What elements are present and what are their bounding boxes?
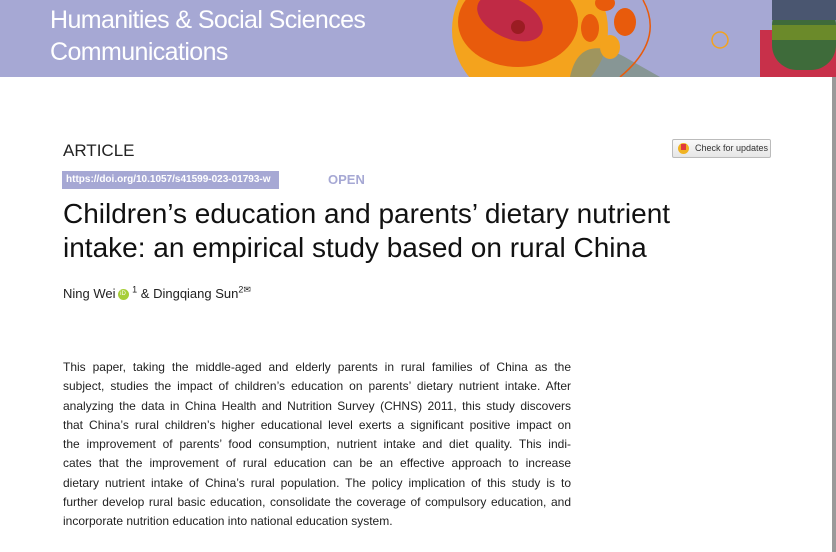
abstract-line: dietary nutrient intake of China’s rural… bbox=[63, 475, 571, 490]
abstract-line: This paper, taking the middle-aged and e… bbox=[63, 360, 571, 374]
orcid-icon[interactable]: iD bbox=[117, 289, 129, 301]
journal-banner: Humanities & Social Sciences Communicati… bbox=[0, 0, 836, 77]
author-name[interactable]: Dingqiang Sun bbox=[153, 286, 239, 301]
abstract-line: subject, studies the impact of children’… bbox=[63, 379, 571, 394]
affiliation-ref[interactable]: 1 bbox=[132, 284, 138, 295]
author-name[interactable]: Ning Wei bbox=[63, 286, 116, 301]
journal-title[interactable]: Humanities & Social Sciences Communicati… bbox=[50, 4, 366, 68]
article-type-label: ARTICLE bbox=[63, 141, 135, 160]
journal-title-line2: Communications bbox=[50, 38, 228, 66]
title-line: Children’s education and parents’ dietar… bbox=[63, 198, 671, 229]
crossmark-icon bbox=[678, 143, 689, 154]
abstract: This paper, taking the middle-aged and e… bbox=[63, 358, 571, 532]
open-access-badge: OPEN bbox=[328, 172, 365, 187]
title-line: intake: an empirical study based on rura… bbox=[63, 232, 647, 263]
author-separator: & bbox=[140, 286, 150, 301]
article-title: Children’s education and parents’ dietar… bbox=[63, 197, 670, 265]
email-icon[interactable]: ✉ bbox=[243, 284, 251, 295]
check-for-updates-label: Check for updates bbox=[695, 143, 769, 153]
abstract-line: cates that the improvement of rural educ… bbox=[63, 456, 571, 471]
author-list: Ning Wei iD 1 & Dingqiang Sun2✉ bbox=[63, 285, 251, 303]
abstract-line: incorporate nutrition education into nat… bbox=[63, 514, 393, 529]
abstract-line: the improvement of parents’ food consump… bbox=[63, 437, 571, 452]
journal-title-line1: Humanities & Social Sciences bbox=[50, 6, 366, 34]
check-for-updates-button[interactable]: Check for updates bbox=[672, 139, 771, 158]
abstract-line: that China’s rural children’s higher edu… bbox=[63, 417, 571, 432]
affiliation-ref[interactable]: 2 bbox=[238, 284, 244, 295]
abstract-line: analyzing the data in China Health and N… bbox=[63, 398, 571, 413]
banner-artwork bbox=[452, 0, 836, 77]
doi-link[interactable]: https://doi.org/10.1057/s41599-023-01793… bbox=[62, 171, 279, 189]
abstract-line: further develop rural basic education, c… bbox=[63, 495, 571, 510]
window-edge bbox=[832, 77, 836, 552]
